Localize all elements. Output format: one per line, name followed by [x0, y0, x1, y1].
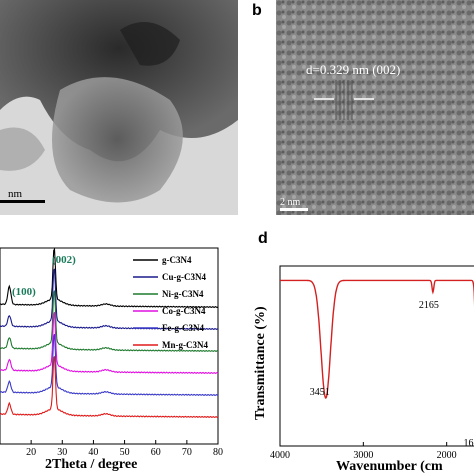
scale-bar-b [280, 208, 308, 211]
x-tick-label: 40 [88, 447, 98, 458]
xrd-frame [0, 247, 219, 445]
x-tick-label: 3000 [353, 450, 373, 461]
legend-label: g-C3N4 [162, 255, 192, 265]
x-tick-label: 2000 [437, 450, 457, 461]
ftir-annotation: 3451 [310, 387, 330, 398]
x-tick-label: 4000 [270, 450, 290, 461]
panel-a-tem-image: nm [0, 0, 238, 215]
xrd-chart: g-C3N4 Cu-g-C3N4 Ni-g-C3N4 Co-g-C3N4 Fe-g-C3… [0, 247, 223, 472]
panel-d-ftir-chart: 345121651630 40003000200015001 Transmitt… [244, 250, 474, 474]
xrd-series-Ni-g-C3N4 [0, 290, 219, 353]
ftir-frame [279, 265, 474, 447]
peak-label-100: (100) [12, 286, 36, 298]
x-tick-label: 20 [26, 447, 36, 458]
scale-bar-a [0, 200, 45, 203]
panel-c-xrd-chart: g-C3N4 Cu-g-C3N4 Ni-g-C3N4 Co-g-C3N4 Fe-g-C3… [0, 238, 236, 474]
ftir-xlabel: Wavenumber (cm [336, 459, 443, 474]
tem-image-a: nm [0, 0, 238, 215]
ftir-ylabel: Transmittance (%) [253, 306, 268, 420]
hrtem-image-b: d=0.329 nm (002) 2 nm [276, 0, 474, 215]
legend-label: Fe-g-C3N4 [162, 323, 204, 333]
xrd-series-Mn-g-C3N4 [0, 356, 219, 419]
x-tick-label: 80 [213, 447, 223, 458]
legend-label: Co-g-C3N4 [162, 306, 206, 316]
scale-label-a: nm [8, 188, 23, 200]
xrd-xlabel: 2Theta / degree [45, 457, 137, 472]
legend-label: Cu-g-C3N4 [162, 272, 206, 282]
legend-label: Ni-g-C3N4 [162, 289, 204, 299]
xrd-series-Co-g-C3N4 [0, 312, 219, 375]
ftir-series-line [280, 279, 474, 399]
x-tick-label: 60 [151, 447, 161, 458]
ftir-chart: 345121651630 40003000200015001 Transmitt… [253, 265, 474, 474]
x-tick-label: 50 [120, 447, 130, 458]
d-spacing-label: d=0.329 nm (002) [306, 62, 400, 77]
xrd-series-Cu-g-C3N4 [0, 268, 219, 331]
x-tick-label: 30 [57, 447, 67, 458]
x-tick-label: 70 [182, 447, 192, 458]
scale-label-b: 2 nm [280, 197, 301, 208]
xrd-series-g-C3N4 [0, 247, 219, 309]
xrd-series-Fe-g-C3N4 [0, 333, 219, 397]
panel-letter-b: b [252, 2, 262, 19]
legend-label: Mn-g-C3N4 [162, 340, 208, 350]
panel-letter-d: d [258, 230, 268, 247]
panel-b-hrtem-image: d=0.329 nm (002) 2 nm [276, 0, 474, 215]
ftir-annotation: 2165 [419, 300, 439, 311]
ftir-annotation: 1630 [464, 438, 474, 449]
peak-label-002: (002) [52, 254, 76, 266]
